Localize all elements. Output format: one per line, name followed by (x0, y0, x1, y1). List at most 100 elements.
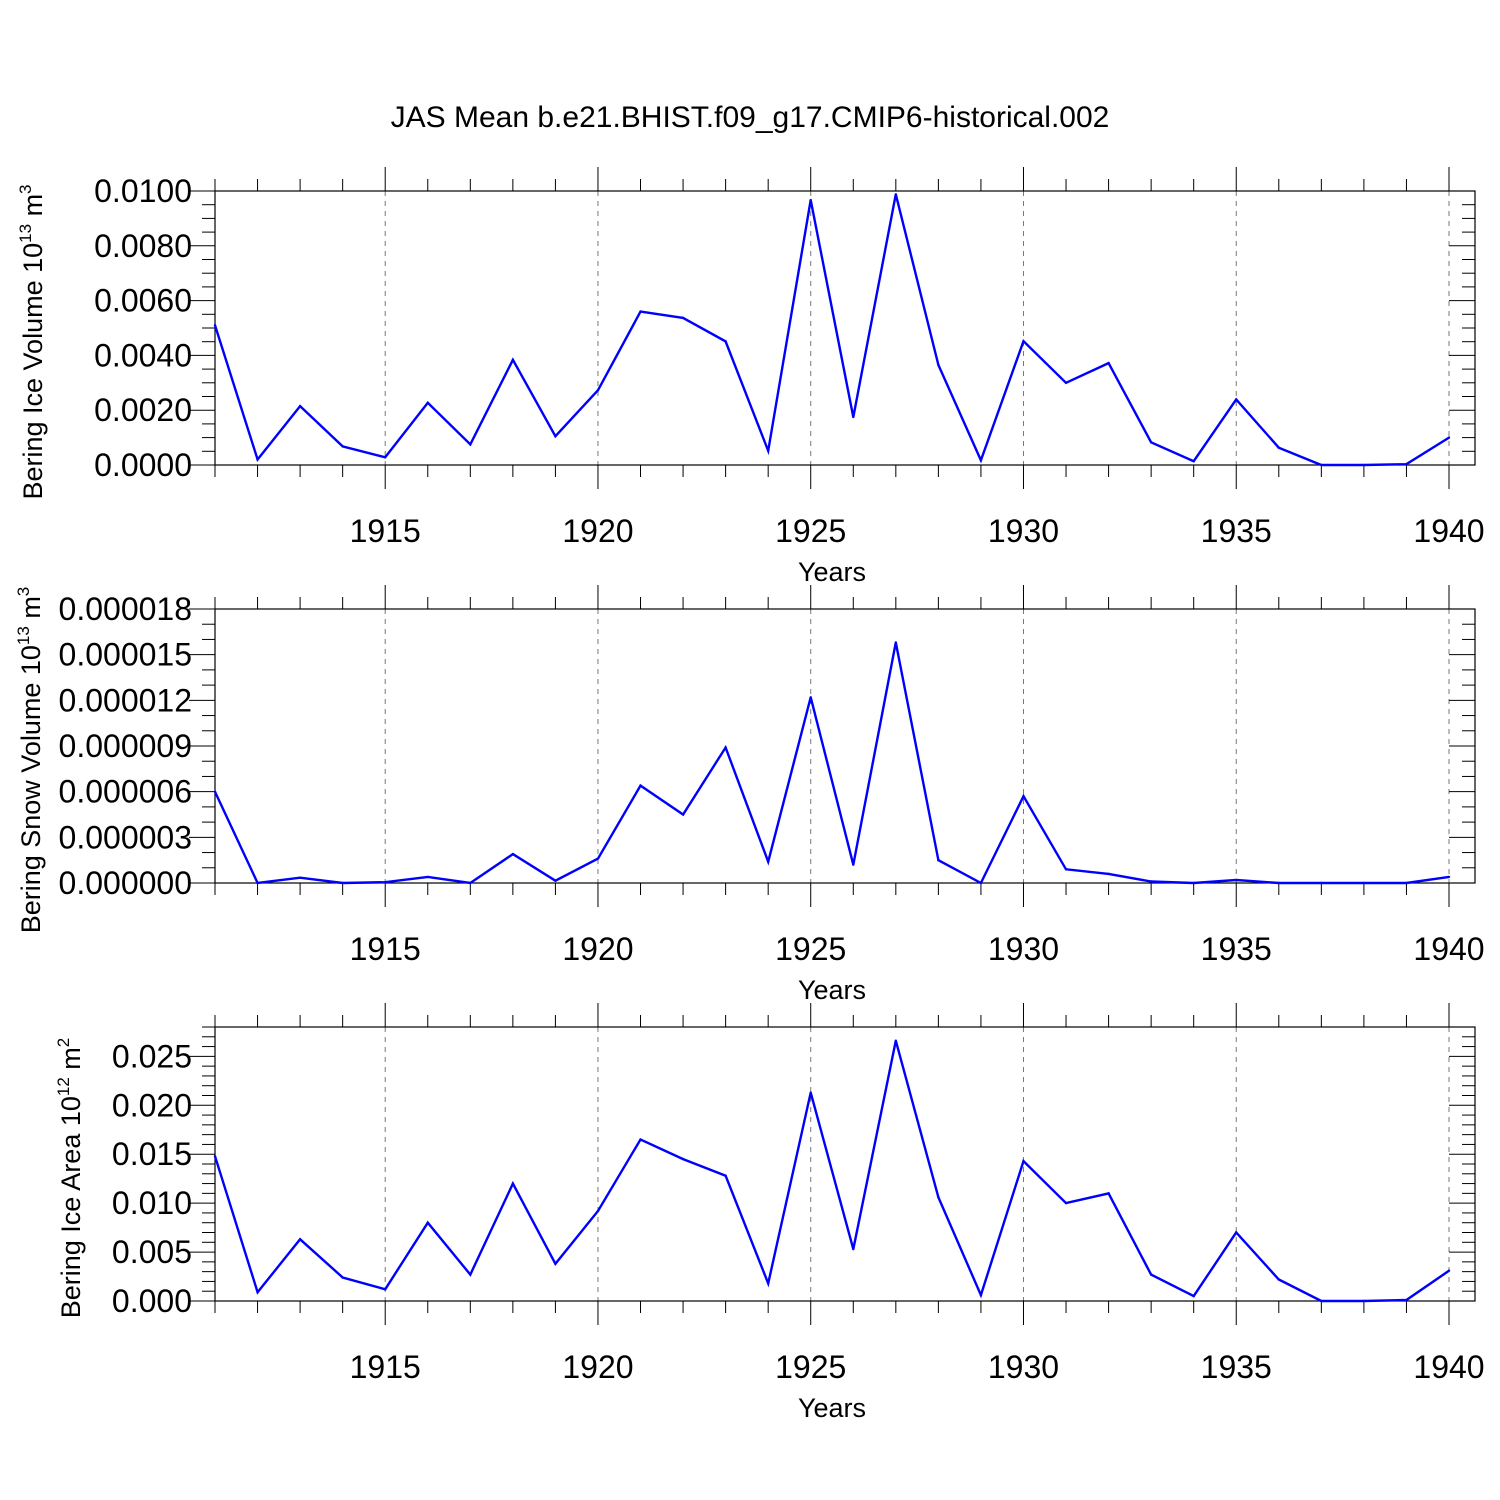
series-line (213, 194, 1450, 467)
data-point (894, 1039, 898, 1042)
data-point (256, 458, 259, 461)
y-tick-label: 0.005 (112, 1234, 192, 1270)
y-tick-label: 0.000009 (59, 728, 192, 764)
data-point (1149, 441, 1153, 444)
data-point (554, 435, 557, 438)
data-point (384, 456, 387, 459)
series-line (213, 642, 1450, 885)
data-point (681, 813, 685, 816)
data-point (1362, 463, 1366, 467)
data-point (426, 875, 429, 879)
data-point (469, 1273, 472, 1276)
x-tick-label: 1935 (1201, 513, 1272, 549)
data-point (1277, 1278, 1280, 1281)
data-point (639, 310, 642, 313)
data-point (554, 879, 557, 882)
data-point (809, 198, 812, 202)
data-point (341, 1276, 344, 1279)
data-point (766, 860, 770, 863)
data-point (298, 1238, 302, 1241)
x-tick-label: 1920 (562, 1349, 633, 1385)
data-point (1447, 1269, 1451, 1272)
data-point (341, 881, 344, 885)
data-point (384, 881, 387, 884)
y-tick-label: 0.0000 (94, 447, 192, 483)
data-point (766, 1282, 770, 1285)
data-point (1405, 1298, 1408, 1302)
data-point (937, 363, 940, 367)
data-point (639, 784, 642, 787)
x-tick-label: 1925 (775, 1349, 846, 1385)
x-tick-label: 1940 (1413, 931, 1484, 967)
data-point (1064, 1201, 1068, 1205)
data-point (1362, 881, 1366, 885)
x-tick-label: 1935 (1201, 1349, 1272, 1385)
data-point (937, 858, 940, 862)
data-point (256, 881, 259, 885)
data-point (596, 1209, 600, 1213)
panel-snow-volume: 0.000000 0.000003 0.000006 0.000009 0.000012… (14, 585, 1485, 1005)
data-point (1149, 1273, 1153, 1276)
data-point (1320, 463, 1323, 467)
data-point (724, 746, 727, 749)
data-point (298, 404, 302, 408)
plot-frame (214, 608, 1476, 884)
figure-title: JAS Mean b.e21.BHIST.f09_g17.CMIP6-histo… (391, 101, 1110, 134)
data-point (1064, 868, 1068, 871)
data-point (1192, 881, 1195, 885)
data-point (1405, 462, 1408, 466)
data-point (681, 1157, 685, 1161)
data-point (681, 316, 685, 320)
y-tick-label: 0.0020 (94, 392, 192, 428)
data-point (1064, 381, 1068, 384)
data-point (554, 1262, 557, 1266)
y-tick-label: 0.0040 (94, 337, 192, 373)
x-tick-label: 1920 (562, 513, 633, 549)
x-tick-label: 1920 (562, 931, 633, 967)
x-tick-label: 1940 (1413, 513, 1484, 549)
data-point (1022, 795, 1025, 798)
data-point (979, 459, 983, 462)
x-axis-label: Years (798, 1393, 866, 1423)
y-tick-label: 0.0080 (94, 228, 192, 264)
data-point (213, 324, 217, 327)
y-tick-label: 0.0060 (94, 283, 192, 319)
x-axis-label: Years (798, 557, 866, 587)
data-point (426, 1221, 429, 1224)
y-tick-label: 0.000 (112, 1283, 192, 1319)
data-point (511, 1182, 515, 1185)
data-point (1235, 1231, 1238, 1234)
data-point (937, 1196, 940, 1199)
panel-ice-area: 0.000 0.005 0.010 0.015 0.020 0.025 1915 1920 19… (54, 1003, 1485, 1423)
data-point (511, 852, 515, 856)
data-point (1149, 880, 1153, 883)
data-point (1107, 872, 1110, 876)
series-line (213, 1040, 1450, 1303)
y-tick-label: 0.000018 (59, 591, 192, 627)
data-point (256, 1290, 259, 1294)
data-point (469, 443, 472, 446)
y-tick-label: 0.000006 (59, 774, 192, 810)
x-tick-label: 1915 (350, 513, 421, 549)
data-point (511, 358, 515, 361)
x-tick-label: 1930 (988, 1349, 1059, 1385)
x-tick-label: 1935 (1201, 931, 1272, 967)
data-point (1107, 361, 1110, 365)
data-point (852, 1247, 855, 1251)
data-point (1320, 1299, 1323, 1303)
data-point (1277, 446, 1280, 449)
x-tick-label: 1925 (775, 931, 846, 967)
data-point (1405, 881, 1408, 885)
data-point (809, 1091, 812, 1094)
data-point (979, 881, 983, 885)
data-point (809, 696, 812, 699)
data-point (724, 340, 727, 343)
y-axis-label: Bering Ice Area 1012 m2 (54, 1038, 86, 1319)
data-point (1235, 398, 1238, 401)
y-tick-label: 0.000015 (59, 637, 192, 673)
y-tick-label: 0.015 (112, 1136, 192, 1172)
data-point (724, 1174, 727, 1177)
data-point (1447, 436, 1451, 439)
x-tick-label: 1915 (350, 931, 421, 967)
